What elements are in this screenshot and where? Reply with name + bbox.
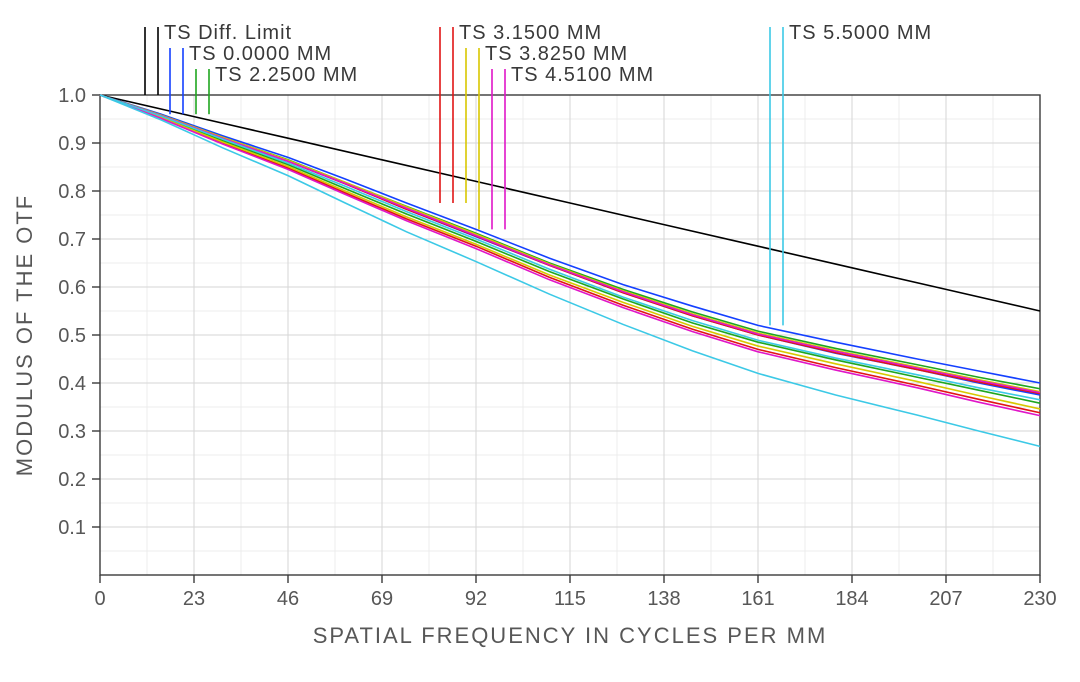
y-tick-label: 1.0	[58, 85, 86, 107]
legend-label: TS 3.8250 MM	[485, 43, 628, 65]
x-tick-label: 161	[741, 588, 774, 610]
x-tick-label: 46	[277, 588, 299, 610]
legend-label: TS Diff. Limit	[164, 22, 292, 44]
y-axis-label: MODULUS OF THE OTF	[12, 194, 37, 477]
y-tick-label: 0.5	[58, 325, 86, 347]
x-tick-label: 184	[835, 588, 868, 610]
chart-svg: 0 23 46 69 92 115 138 161 184 207 230 0.1 0.2 0.3 0.4 0…	[0, 0, 1080, 682]
y-tick-label: 0.2	[58, 469, 86, 491]
y-tick-label: 0.1	[58, 517, 86, 539]
y-tick-label: 0.3	[58, 421, 86, 443]
y-tick-label: 0.8	[58, 181, 86, 203]
x-tick-label: 115	[554, 588, 586, 610]
y-tick-label: 0.4	[58, 373, 86, 395]
x-tick-label: 230	[1023, 588, 1056, 610]
x-tick-label: 92	[465, 588, 487, 610]
legend-label: TS 2.2500 MM	[215, 64, 358, 86]
y-tick-label: 0.9	[58, 133, 86, 155]
legend-label: TS 3.1500 MM	[459, 22, 602, 44]
x-tick-label: 207	[929, 588, 962, 610]
x-tick-label: 0	[94, 588, 105, 610]
x-tick-label: 69	[371, 588, 393, 610]
x-axis-label: SPATIAL FREQUENCY IN CYCLES PER MM	[313, 623, 828, 648]
mtf-chart: 0 23 46 69 92 115 138 161 184 207 230 0.1 0.2 0.3 0.4 0…	[0, 0, 1080, 682]
legend-label: TS 5.5000 MM	[789, 22, 932, 44]
legend-label: TS 4.5100 MM	[511, 64, 654, 86]
y-tick-label: 0.6	[58, 277, 86, 299]
x-tick-label: 23	[183, 588, 205, 610]
x-tick-label: 138	[647, 588, 680, 610]
legend-label: TS 0.0000 MM	[189, 43, 332, 65]
y-tick-label: 0.7	[58, 229, 86, 251]
